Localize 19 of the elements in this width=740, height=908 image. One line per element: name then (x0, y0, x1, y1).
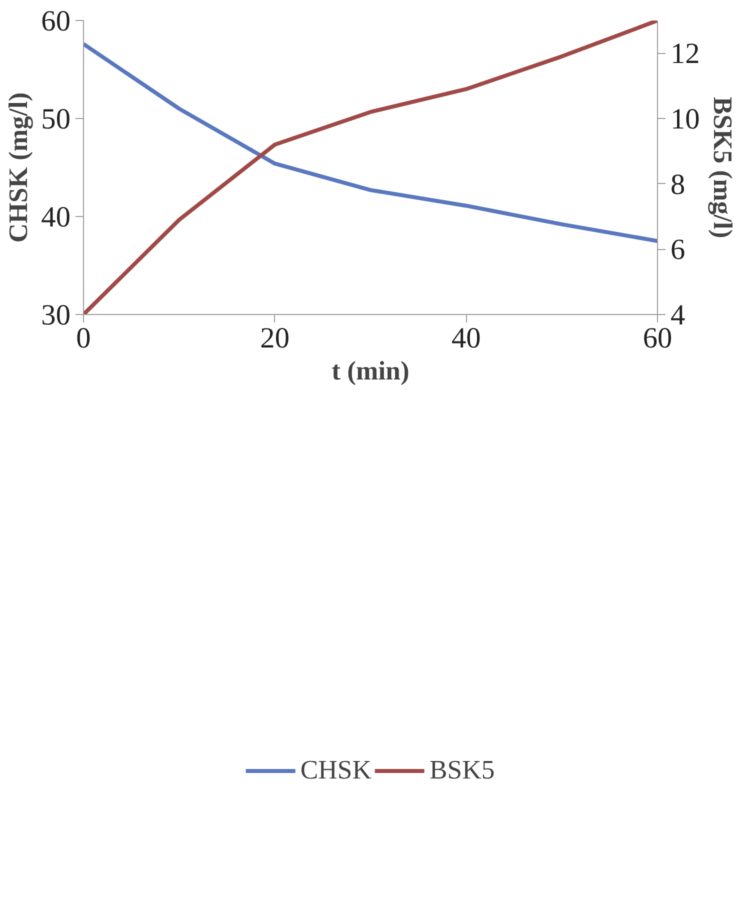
y2-tick-label: 12 (670, 38, 700, 70)
y-tick-label: 40 (41, 202, 70, 234)
x-tick-label: 40 (452, 322, 481, 354)
y2-tick-label: 8 (670, 168, 686, 201)
y-tick-label: 60 (41, 6, 70, 38)
x-axis-title: t (min) (332, 356, 410, 386)
y2-tick-label: 10 (670, 104, 700, 136)
y2-tick-label: 4 (670, 300, 686, 332)
x-tick-label: 60 (642, 322, 672, 354)
x-tick-label: 0 (76, 322, 91, 354)
y-axis-title: CHSK (mg/l) (3, 92, 34, 243)
y2-tick-label: 6 (670, 234, 686, 266)
legend-label: BSK5 (429, 754, 495, 786)
y-tick-label: 30 (41, 300, 70, 332)
y2-axis-title: BSK5 (mg/l) (708, 96, 738, 238)
line-series (84, 42, 658, 243)
x-tick-label: 20 (260, 322, 290, 354)
legend-label: CHSK (300, 754, 372, 786)
y-tick-label: 50 (41, 104, 70, 136)
